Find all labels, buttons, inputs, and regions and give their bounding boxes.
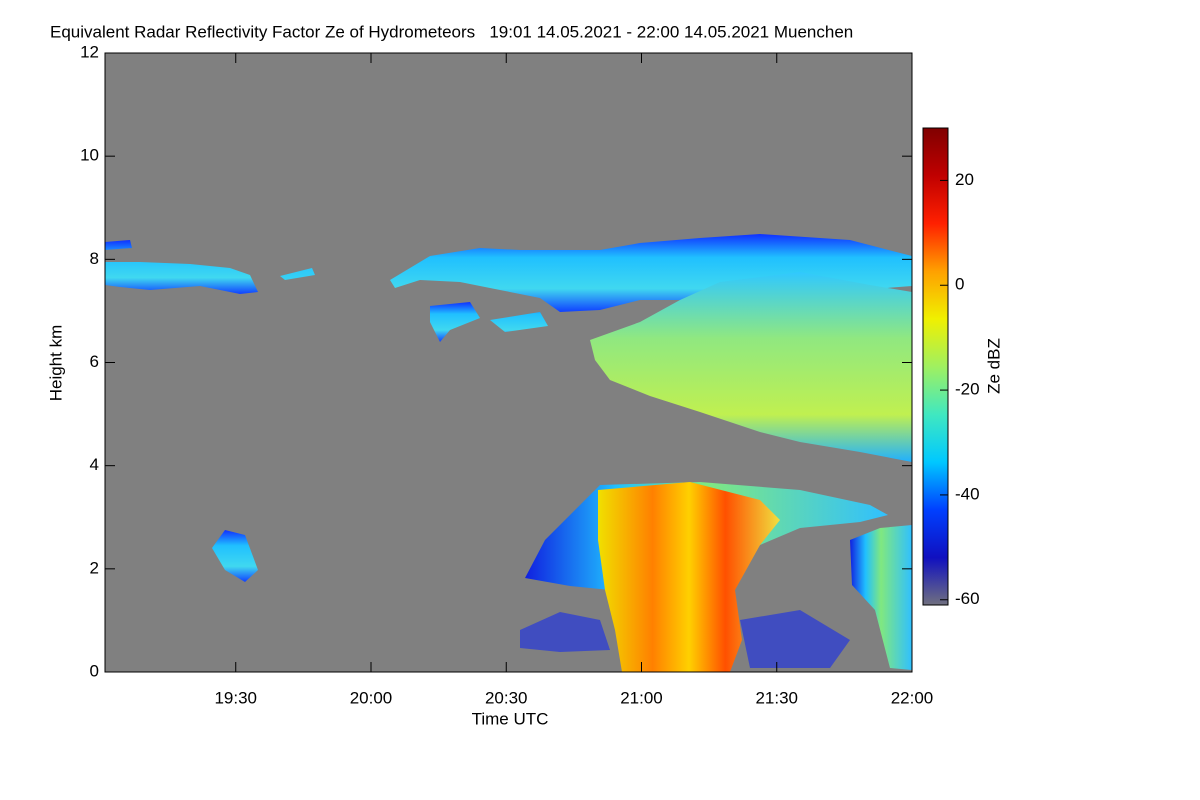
x-axis-label: Time UTC (472, 709, 549, 728)
y-tick-label: 2 (90, 558, 99, 577)
x-tick-label: 21:30 (755, 688, 798, 707)
x-tick-label: 20:30 (485, 688, 528, 707)
y-tick-label: 10 (80, 146, 99, 165)
colorbar (922, 127, 949, 606)
x-tick-label: 21:00 (620, 688, 663, 707)
colorbar-tick-label: 20 (955, 170, 974, 189)
x-tick-label: 20:00 (350, 688, 393, 707)
y-tick-label: 12 (80, 42, 99, 61)
colorbar-tick-label: -60 (955, 589, 980, 608)
x-tick-label: 22:00 (891, 688, 934, 707)
y-tick-label: 0 (90, 661, 99, 680)
radar-field (105, 234, 912, 672)
colorbar-tick-label: -20 (955, 380, 980, 399)
chart-title: Equivalent Radar Reflectivity Factor Ze … (50, 22, 853, 41)
x-tick-label: 19:30 (214, 688, 257, 707)
colorbar-tick-label: -40 (955, 484, 980, 503)
y-tick-label: 6 (90, 352, 99, 371)
y-tick-label: 8 (90, 249, 99, 268)
colorbar-tick-label: 0 (955, 275, 964, 294)
y-axis-label: Height km (46, 325, 65, 402)
y-tick-label: 4 (90, 455, 99, 474)
colorbar-label: Ze dBZ (984, 338, 1003, 394)
